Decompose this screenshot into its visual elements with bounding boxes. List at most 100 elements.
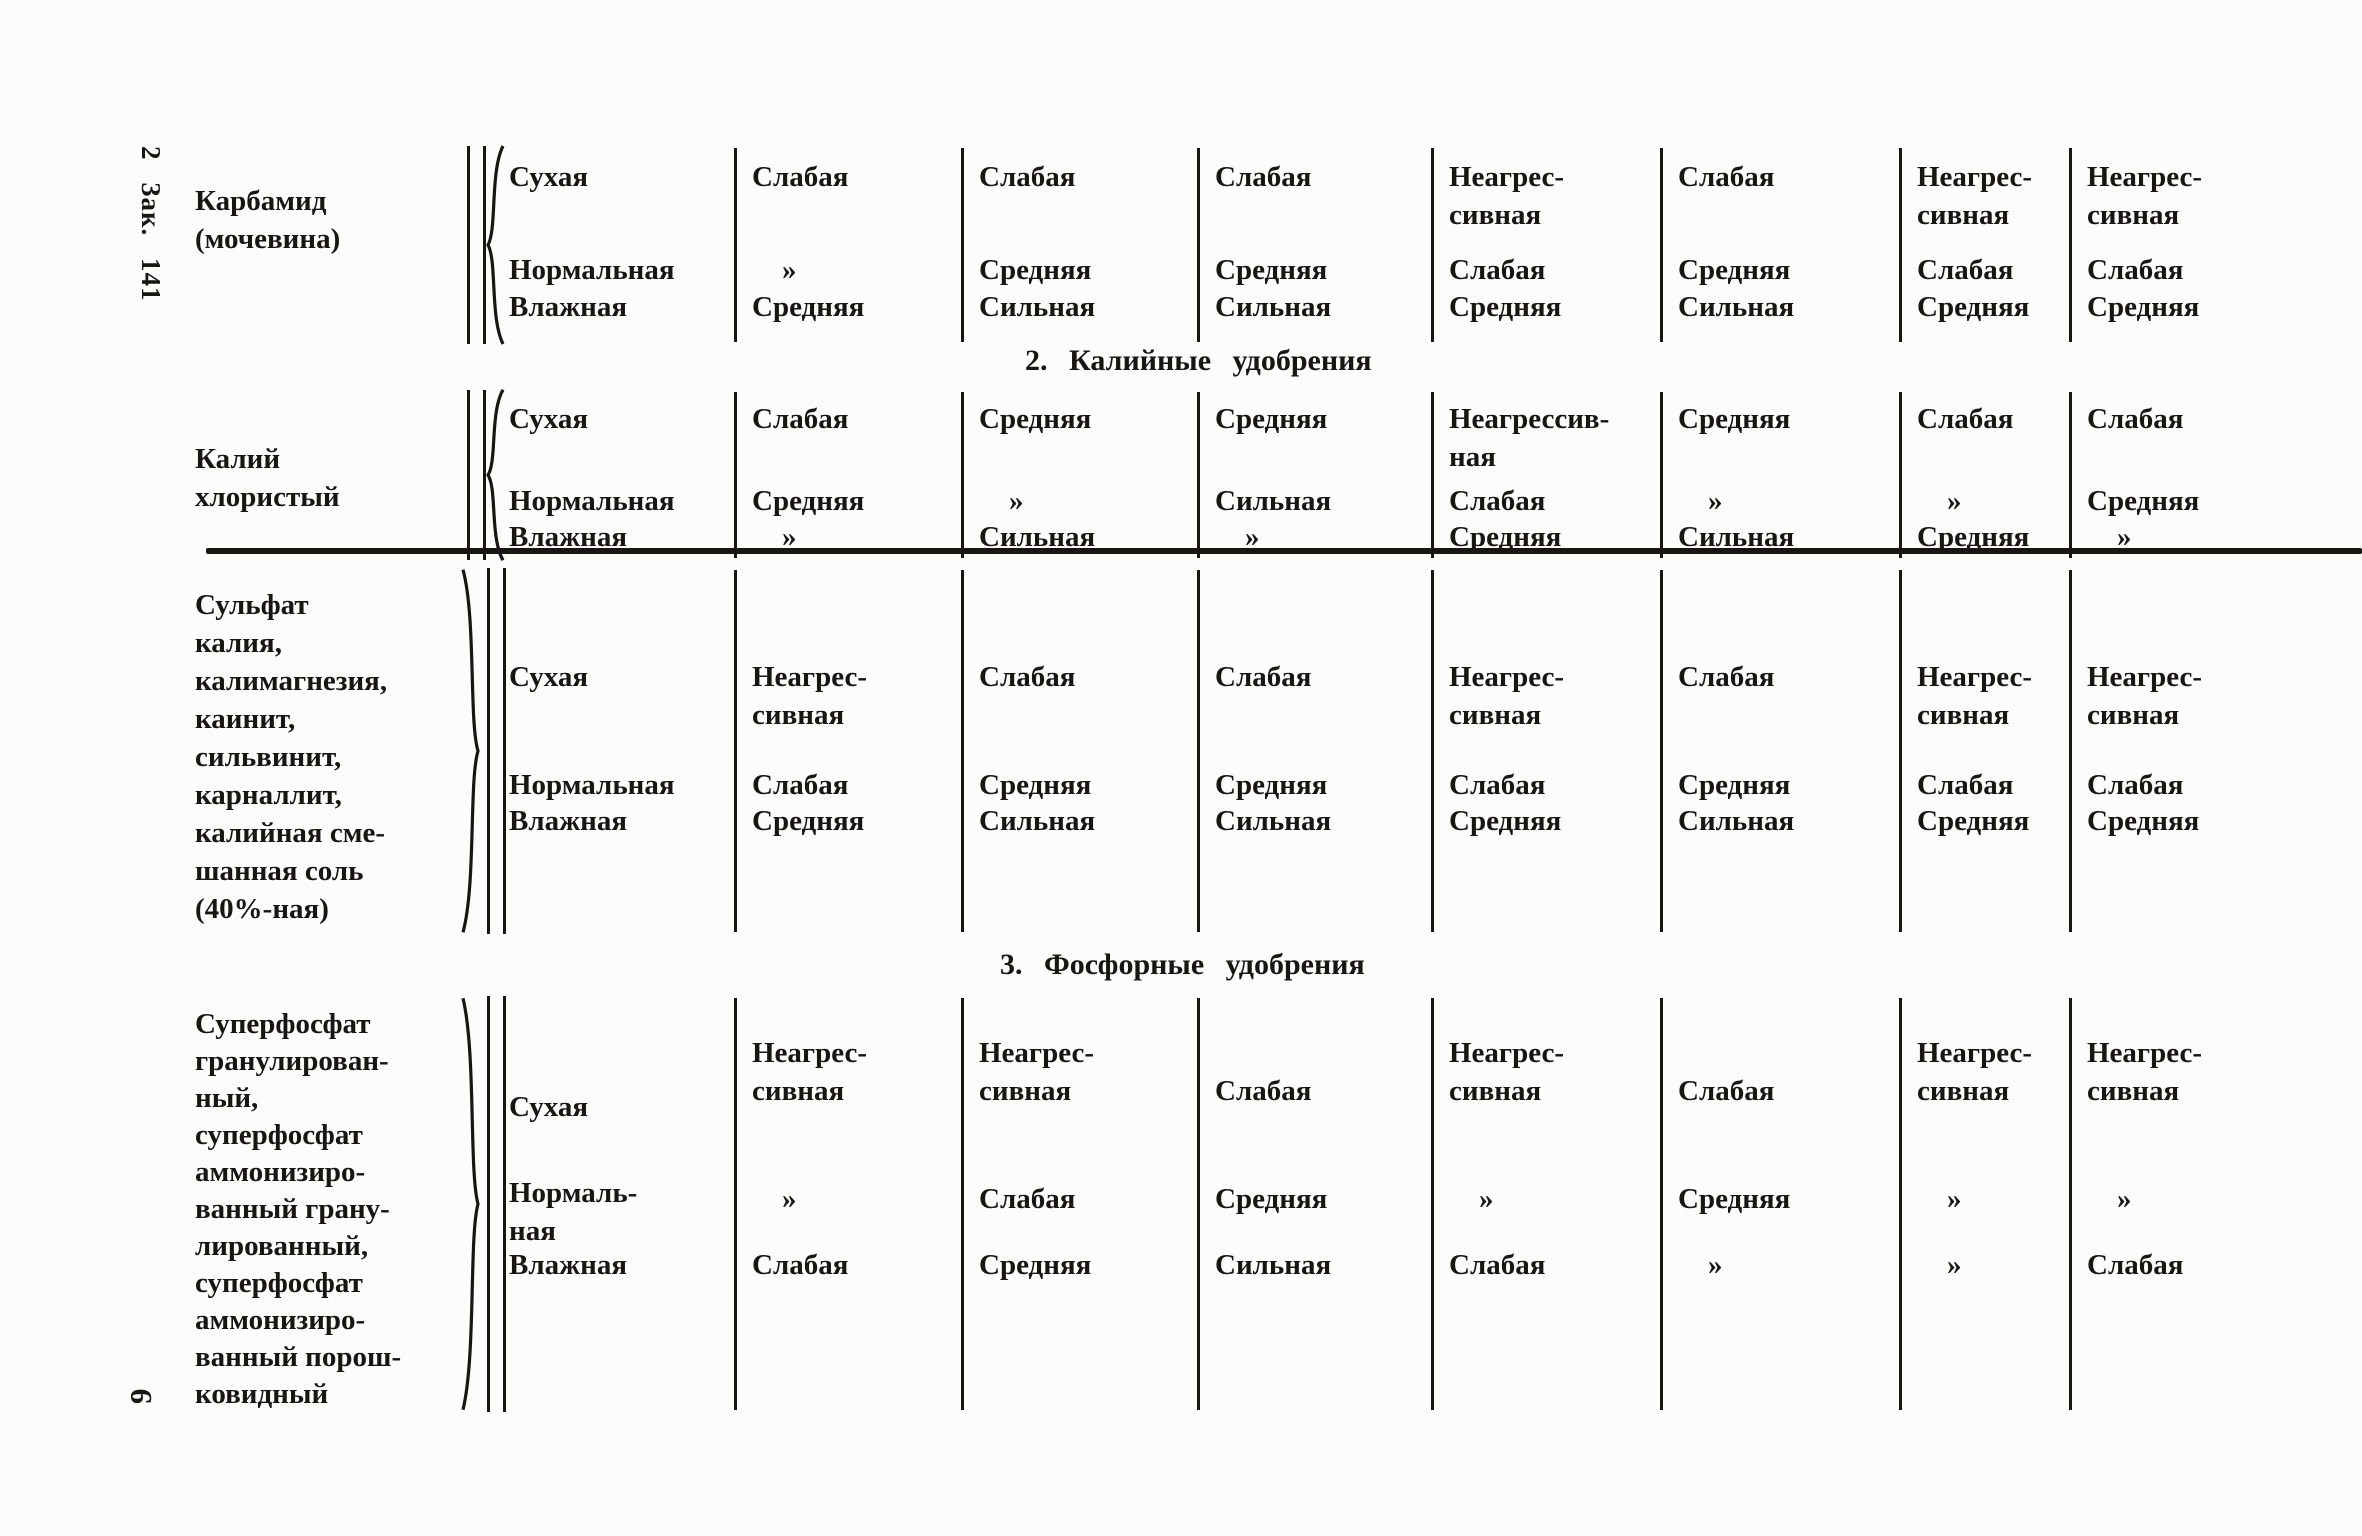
condition-label: Сухая [509,661,589,693]
cell-value: » [1479,1183,1494,1215]
condition-column: Сухая Нормальная Влажная [509,392,714,558]
table-cell: Слабая Средняя Сильная [1660,148,1899,342]
cell-value: » [1947,1249,1962,1281]
closing-brace-icon [461,566,483,936]
cell-value: » [782,254,797,286]
cell-value: Слабая [1215,1075,1312,1107]
cell-value: Сильная [1215,805,1332,837]
row-kaliy-khloristy: Калий хлористый Сухая Нормальная Влажная… [195,392,2362,558]
cell-value: Сильная [1678,291,1795,323]
condition-label: Нормаль- ная [509,1177,638,1247]
cell-value: Слабая [752,769,849,801]
cell-value: Средняя [2087,291,2200,323]
section-header-potassium: 2. Калийные удобрения [1025,344,1372,377]
condition-label: Сухая [509,403,589,435]
cell-value: Средняя [1215,1183,1328,1215]
row-superfosfat: Суперфосфат гранулирован- ный, суперфосф… [195,998,2362,1410]
cell-value: Средняя [1678,254,1791,286]
table-cell: Слабая Средняя » [2069,392,2362,558]
fertilizer-name: Сульфат калия, калимагнезия, каинит, сил… [195,589,388,925]
cell-value: » [1708,485,1723,517]
condition-column: Сухая Нормаль- ная Влажная [509,998,714,1410]
cell-value: Средняя [1449,521,1562,553]
table-cell: Слабая » Средняя [734,148,961,342]
cell-value: » [1245,521,1260,553]
double-rule [487,996,506,1412]
table-cell: Слабая Средняя » [1660,998,1899,1410]
cell-value: Средняя [752,805,865,837]
cell-value: Сильная [979,521,1096,553]
cell-value: Слабая [1215,661,1312,693]
cell-value: Средняя [1215,769,1328,801]
table-cell: Неагрессив- ная Слабая Средняя [1431,392,1660,558]
row-karbamid: Карбамид (мочевина) Сухая Нормальная Вла… [195,148,2362,342]
cell-value: Неагрес- сивная [1449,161,1564,231]
table-cell: Неагрес- сивная Слабая Средняя [961,998,1197,1410]
condition-label: Влажная [509,291,628,323]
cell-value: » [782,1183,797,1215]
closing-brace-icon [461,994,483,1414]
cell-value: Слабая [1449,485,1546,517]
cell-value: Средняя [1449,805,1562,837]
table-cell: Слабая Средняя » [734,392,961,558]
cell-value: Средняя [1917,291,2030,323]
table-cell: Слабая Средняя Сильная [1197,570,1431,932]
cell-value: Сильная [979,805,1096,837]
cell-value: » [2117,521,2132,553]
condition-column: Сухая Нормальная Влажная [509,148,714,342]
cell-value: Неагрес- сивная [2087,1037,2202,1107]
cell-value: Средняя [1678,1183,1791,1215]
double-rule [467,146,486,344]
table-cell: Слабая Средняя Сильная [961,148,1197,342]
condition-label: Влажная [509,805,628,837]
cell-value: Неагрес- сивная [1449,661,1564,731]
table-cell: Неагрес- сивная » » [1899,998,2069,1410]
table-cell: Средняя » Сильная [961,392,1197,558]
cell-value: Средняя [979,769,1092,801]
cell-value: Слабая [752,403,849,435]
cell-value: Сильная [1215,1249,1332,1281]
cell-value: Слабая [752,1249,849,1281]
cell-value: Слабая [2087,769,2184,801]
condition-label: Нормальная [509,769,675,801]
cell-value: Слабая [2087,254,2184,286]
cell-value: Неагрес- сивная [1917,661,2032,731]
cell-value: Слабая [979,1183,1076,1215]
fertilizer-name: Калий хлористый [195,443,340,513]
section-divider-rule [206,548,2362,554]
cell-value: Слабая [1917,254,2014,286]
cell-value: Средняя [1215,254,1328,286]
table-cell: Слабая Средняя Сильная [961,570,1197,932]
condition-label: Влажная [509,521,628,553]
cell-value: » [782,521,797,553]
condition-label: Сухая [509,161,589,193]
cell-value: Средняя [2087,485,2200,517]
cell-value: Слабая [1678,661,1775,693]
cell-value: Сильная [1678,805,1795,837]
table-cell: Неагрес- сивная Слабая Средняя [1431,570,1660,932]
cell-value: Средняя [1678,769,1791,801]
cell-value: Слабая [1917,769,2014,801]
cell-value: Неагрес- сивная [2087,661,2202,731]
cell-value: Неагрес- сивная [752,1037,867,1107]
cell-value: Слабая [1449,254,1546,286]
cell-value: Слабая [979,161,1076,193]
cell-value: Средняя [1449,291,1562,323]
table-cell: Слабая Средняя Сильная [1197,148,1431,342]
cell-value: Слабая [1449,1249,1546,1281]
table-cell: Неагрес- сивная Слабая Средняя [2069,570,2362,932]
cell-value: Неагрес- сивная [752,661,867,731]
table-cell: Средняя » Сильная [1660,392,1899,558]
cell-value: Слабая [1678,1075,1775,1107]
cell-value: Средняя [752,291,865,323]
cell-value: Неагрес- сивная [1917,161,2032,231]
table-cell: Слабая » Средняя [1899,392,2069,558]
cell-value: Слабая [1678,161,1775,193]
cell-value: » [1947,485,1962,517]
cell-value: Слабая [1215,161,1312,193]
section-header-phosphorus: 3. Фосфорные удобрения [1000,948,1365,981]
cell-value: Средняя [1678,403,1791,435]
table-cell: Неагрес- сивная Слабая Средняя [2069,148,2362,342]
cell-value: » [1947,1183,1962,1215]
